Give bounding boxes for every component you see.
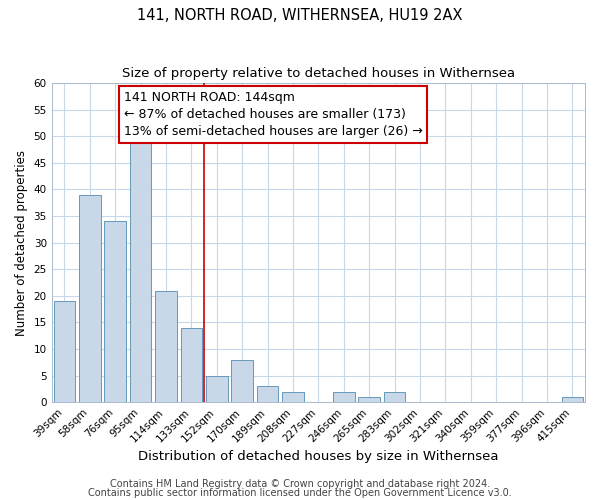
- Bar: [104, 222, 126, 402]
- Bar: [155, 290, 177, 402]
- Bar: [181, 328, 202, 402]
- Bar: [562, 397, 583, 402]
- X-axis label: Distribution of detached houses by size in Withernsea: Distribution of detached houses by size …: [138, 450, 499, 462]
- Bar: [79, 195, 101, 402]
- Bar: [384, 392, 406, 402]
- Bar: [232, 360, 253, 402]
- Text: 141, NORTH ROAD, WITHERNSEA, HU19 2AX: 141, NORTH ROAD, WITHERNSEA, HU19 2AX: [137, 8, 463, 22]
- Bar: [282, 392, 304, 402]
- Title: Size of property relative to detached houses in Withernsea: Size of property relative to detached ho…: [122, 68, 515, 80]
- Text: 141 NORTH ROAD: 144sqm
← 87% of detached houses are smaller (173)
13% of semi-de: 141 NORTH ROAD: 144sqm ← 87% of detached…: [124, 91, 422, 138]
- Bar: [257, 386, 278, 402]
- Y-axis label: Number of detached properties: Number of detached properties: [15, 150, 28, 336]
- Bar: [53, 301, 75, 402]
- Bar: [130, 142, 151, 402]
- Text: Contains public sector information licensed under the Open Government Licence v3: Contains public sector information licen…: [88, 488, 512, 498]
- Bar: [358, 397, 380, 402]
- Bar: [333, 392, 355, 402]
- Bar: [206, 376, 227, 402]
- Text: Contains HM Land Registry data © Crown copyright and database right 2024.: Contains HM Land Registry data © Crown c…: [110, 479, 490, 489]
